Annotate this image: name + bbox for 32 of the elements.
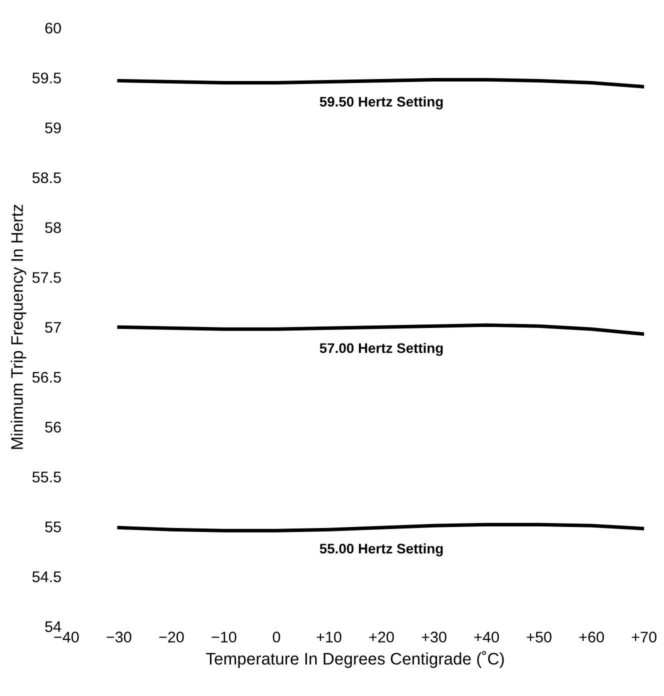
line-series — [117, 323, 644, 336]
x-tick-label: 0 — [272, 632, 280, 642]
line-series — [117, 78, 644, 88]
y-tick-label: 55.5 — [32, 472, 61, 482]
x-tick-label: +40 — [474, 632, 499, 642]
x-tick-label: +30 — [422, 632, 446, 642]
x-tick-label: +10 — [316, 632, 342, 642]
annotation: 57.00 Hertz Setting — [320, 342, 443, 356]
x-tick-label: −10 — [212, 632, 236, 642]
y-tick-label: 55 — [45, 522, 61, 532]
y-tick-label: 57.5 — [32, 272, 61, 283]
y-tick-label: 57 — [45, 322, 61, 333]
y-tick-label: 54 — [45, 621, 62, 632]
y-tick-label: 58 — [45, 222, 61, 234]
annotation: 55.00 Hertz Setting — [320, 543, 443, 556]
y-tick-label: 59.5 — [32, 72, 61, 84]
y-axis-title: Minimum Trip Frequency In Hertz — [10, 204, 26, 449]
x-tick-label: +50 — [526, 632, 552, 642]
y-tick-label: 59 — [45, 122, 61, 134]
x-tick-label: +60 — [579, 632, 604, 642]
y-tick-label: 56 — [45, 422, 61, 433]
x-axis-title: Temperature In Degrees Centigrade (˚C) — [206, 651, 504, 668]
y-tick-label: 56.5 — [32, 372, 61, 383]
x-tick-label: +20 — [369, 632, 394, 642]
x-tick-label: −20 — [159, 632, 184, 642]
y-tick-label: 60 — [45, 22, 61, 34]
annotation: 59.50 Hertz Setting — [320, 96, 443, 110]
y-tick-label: 54.5 — [32, 572, 61, 582]
x-tick-label: +70 — [632, 632, 656, 642]
x-tick-label: −30 — [106, 632, 132, 642]
x-tick-label: −40 — [54, 632, 79, 642]
y-tick-label: 58.5 — [32, 172, 61, 184]
